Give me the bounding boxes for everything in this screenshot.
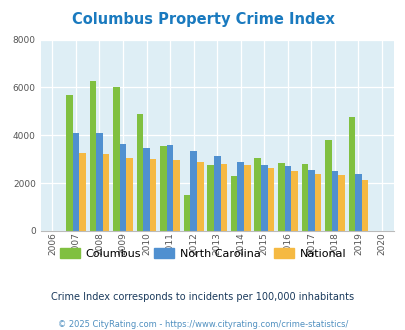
Bar: [230, 176, 237, 231]
Bar: [196, 162, 203, 231]
Bar: [254, 158, 260, 231]
Bar: [348, 117, 354, 231]
Bar: [314, 174, 320, 231]
Bar: [119, 144, 126, 231]
Bar: [337, 175, 344, 231]
Bar: [72, 133, 79, 231]
Bar: [267, 168, 273, 231]
Text: Columbus Property Crime Index: Columbus Property Crime Index: [71, 12, 334, 26]
Bar: [324, 140, 331, 231]
Bar: [136, 114, 143, 231]
Bar: [79, 153, 85, 231]
Bar: [284, 166, 290, 231]
Bar: [166, 145, 173, 231]
Bar: [301, 164, 307, 231]
Bar: [143, 148, 149, 231]
Bar: [260, 165, 267, 231]
Bar: [354, 174, 361, 231]
Bar: [149, 159, 156, 231]
Bar: [160, 146, 166, 231]
Bar: [331, 171, 337, 231]
Bar: [220, 164, 226, 231]
Bar: [190, 151, 196, 231]
Bar: [66, 95, 72, 231]
Bar: [173, 160, 179, 231]
Bar: [361, 180, 367, 231]
Bar: [213, 156, 220, 231]
Text: © 2025 CityRating.com - https://www.cityrating.com/crime-statistics/: © 2025 CityRating.com - https://www.city…: [58, 320, 347, 329]
Bar: [102, 154, 109, 231]
Bar: [307, 170, 314, 231]
Bar: [243, 165, 250, 231]
Bar: [90, 82, 96, 231]
Bar: [183, 195, 190, 231]
Bar: [237, 162, 243, 231]
Bar: [290, 171, 297, 231]
Bar: [126, 158, 132, 231]
Bar: [277, 163, 284, 231]
Bar: [96, 133, 102, 231]
Text: Crime Index corresponds to incidents per 100,000 inhabitants: Crime Index corresponds to incidents per…: [51, 292, 354, 302]
Legend: Columbus, North Carolina, National: Columbus, North Carolina, National: [55, 244, 350, 263]
Bar: [207, 165, 213, 231]
Bar: [113, 87, 119, 231]
